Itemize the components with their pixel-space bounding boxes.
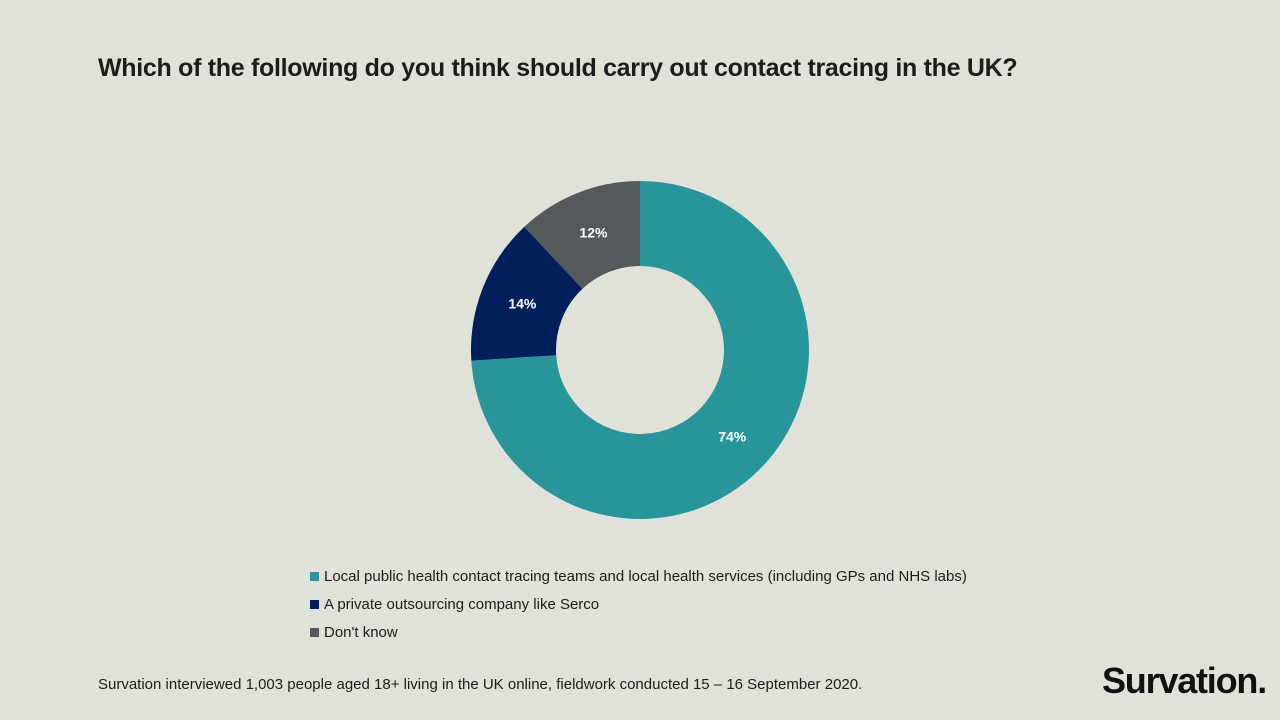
legend-item-local-health: Local public health contact tracing team… bbox=[310, 562, 967, 590]
legend-swatch-private-company bbox=[310, 599, 319, 609]
legend-swatch-dont-know bbox=[310, 627, 319, 637]
legend-item-dont-know: Don't know bbox=[310, 618, 967, 646]
data-label-private-company: 14% bbox=[508, 295, 537, 311]
slice-dont-know bbox=[524, 181, 640, 289]
data-label-dont-know: 12% bbox=[579, 224, 608, 240]
donut-chart: 74% 14% 12% bbox=[471, 181, 809, 519]
legend-swatch-local-health bbox=[310, 571, 319, 581]
survation-logo: Survation. bbox=[1101, 660, 1267, 701]
legend-item-private-company: A private outsourcing company like Serco bbox=[310, 590, 967, 618]
legend-label-dont-know: Don't know bbox=[324, 623, 398, 641]
chart-title: Which of the following do you think shou… bbox=[98, 54, 1018, 82]
slice-private-company bbox=[471, 226, 583, 361]
legend-label-private-company: A private outsourcing company like Serco bbox=[324, 595, 600, 613]
data-label-local-health: 74% bbox=[718, 429, 747, 445]
slice-local-health bbox=[471, 181, 809, 519]
legend: Local public health contact tracing team… bbox=[310, 562, 967, 646]
legend-label-local-health: Local public health contact tracing team… bbox=[324, 567, 967, 585]
footnote: Survation interviewed 1,003 people aged … bbox=[98, 676, 863, 693]
